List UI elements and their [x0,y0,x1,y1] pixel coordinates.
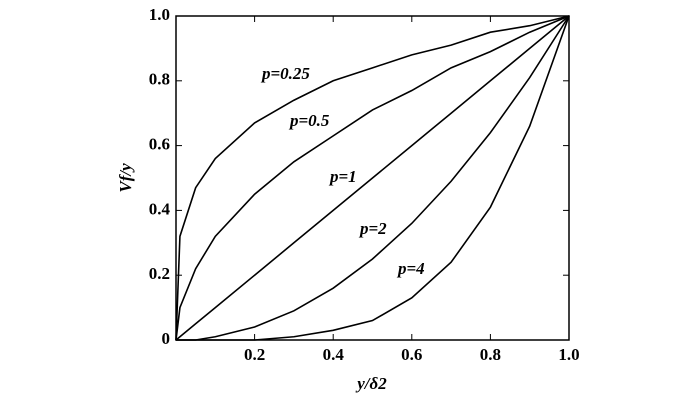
series-label: p=1 [328,167,357,186]
y-tick-label: 0.6 [149,135,170,154]
y-axis-label: Vf/y [116,163,135,193]
series-line [175,15,570,341]
series-label: p=4 [396,259,425,278]
series-label: p=0.25 [260,64,310,83]
series-line [176,15,570,341]
y-tick-label: 0.2 [149,264,170,283]
x-tick-label: 0.6 [401,345,422,364]
series-label: p=0.5 [288,111,330,130]
series-label: p=2 [358,219,387,238]
y-tick-label: 0 [162,329,171,348]
y-tick-label: 0.4 [149,199,171,218]
y-tick-label: 0.8 [149,70,170,89]
series-line [175,15,570,341]
plot-frame [175,15,570,341]
x-tick-label: 0.4 [323,345,345,364]
y-tick-label: 1.0 [149,5,170,24]
x-tick-label: 0.8 [480,345,501,364]
x-tick-label: 1.0 [558,345,579,364]
x-axis-label: y/δ2 [355,374,387,393]
series-line [175,15,570,341]
x-tick-label: 0.2 [244,345,265,364]
